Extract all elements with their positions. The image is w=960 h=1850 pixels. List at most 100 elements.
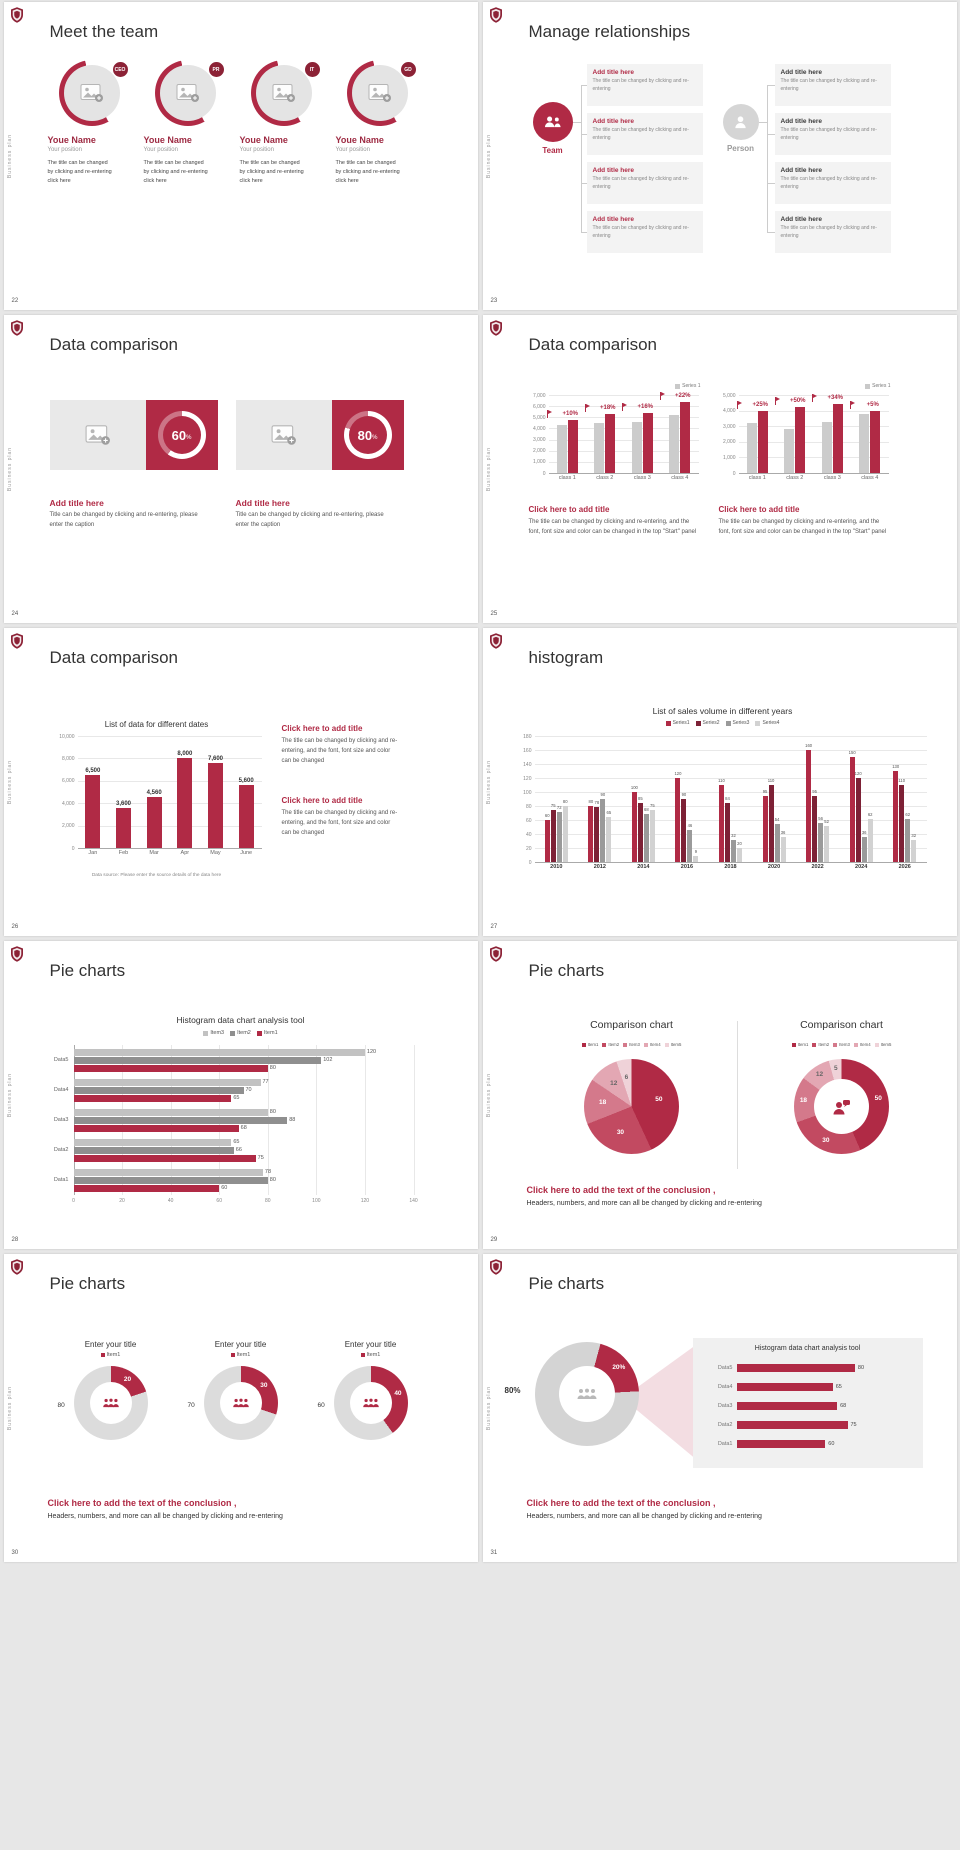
bar xyxy=(736,1383,833,1391)
chart-legend: Item1 Item2 Item3 Item4 Item5 xyxy=(532,1042,732,1047)
stat-card: 80% xyxy=(235,400,404,470)
slice-label: 30 xyxy=(822,1137,830,1145)
org-box-title: Add title here xyxy=(592,118,635,125)
y-tick-label: 5,000 xyxy=(722,392,736,399)
bar-value-label: 65 xyxy=(835,1384,842,1390)
slide-23[interactable]: Business plan Manage relationships 23 Te… xyxy=(482,2,957,310)
org-box-title: Add title here xyxy=(780,69,823,76)
bar xyxy=(550,809,556,862)
page-number: 24 xyxy=(11,611,19,617)
x-tick-label: June xyxy=(240,850,253,856)
bar xyxy=(73,1048,365,1056)
legend-swatch xyxy=(230,1030,236,1036)
y-tick-label: 140 xyxy=(523,761,532,768)
legend-item: Item2 xyxy=(602,1042,619,1047)
y-tick-label: 4,000 xyxy=(532,425,546,432)
bar-value-label: 75 xyxy=(650,802,655,808)
slide-28[interactable]: Business plan Pie charts 28 Histogram da… xyxy=(3,941,478,1249)
school-logo-icon xyxy=(10,1259,23,1275)
grouped-bar-chart: List of sales volume in different years … xyxy=(511,706,935,880)
bar xyxy=(680,402,691,473)
slice-label: 50 xyxy=(874,1094,882,1102)
people-icon xyxy=(544,116,561,128)
progress-ring: 80% xyxy=(343,411,392,459)
slide-25[interactable]: Business plan Data comparison 25 Series … xyxy=(482,315,957,623)
legend-label: Item2 xyxy=(608,1042,620,1047)
gridline xyxy=(534,862,927,863)
sidebar-vertical-label: Business plan xyxy=(485,759,492,805)
slide-26[interactable]: Business plan Data comparison 26 List of… xyxy=(3,628,478,936)
bar-value-label: 80 xyxy=(562,799,568,804)
crowd-icon xyxy=(576,1388,598,1400)
y-tick-label: 2,000 xyxy=(722,439,736,446)
legend-swatch xyxy=(874,1042,879,1047)
org-box: Add title here The title can be changed b… xyxy=(586,64,703,106)
org-box: Add title here The title can be changed b… xyxy=(586,211,703,253)
gridline xyxy=(534,736,927,737)
slide-27[interactable]: Business plan histogram 27 List of sales… xyxy=(482,628,957,936)
x-tick-label: 0 xyxy=(72,1198,75,1204)
avatar: PR xyxy=(154,60,225,126)
flag-icon xyxy=(622,403,628,412)
legend-label: Series1 xyxy=(672,720,690,726)
gridline xyxy=(738,441,889,443)
bar-value-label: 100 xyxy=(630,785,638,790)
school-logo-icon xyxy=(489,320,502,336)
flag-icon xyxy=(659,392,665,401)
bar xyxy=(795,407,806,473)
legend-swatch xyxy=(791,1042,796,1047)
role-badge: PR xyxy=(207,61,225,78)
bar-value-label: 65 xyxy=(233,1094,240,1101)
slice-outside-label: 70 xyxy=(187,1402,195,1409)
bar xyxy=(905,818,911,862)
gridline xyxy=(548,395,699,396)
person-circle xyxy=(722,104,759,140)
gridline xyxy=(77,848,262,849)
bar xyxy=(736,1421,848,1429)
y-tick-label: 100 xyxy=(523,789,532,796)
bar-value-label: 66 xyxy=(235,1146,242,1153)
legend-label: Item1 xyxy=(106,1352,121,1358)
slide-24[interactable]: Business plan Data comparison 24 60% Add… xyxy=(3,315,478,623)
image-placeholder xyxy=(49,400,146,470)
bar xyxy=(544,820,550,862)
y-tick-label: 4,000 xyxy=(61,800,75,807)
bar xyxy=(116,807,131,848)
legend-label: Item2 xyxy=(818,1042,830,1047)
gridline xyxy=(548,473,699,474)
org-box: Add title here The title can be changed b… xyxy=(586,113,703,155)
image-placeholder-icon xyxy=(80,84,103,102)
connector-line xyxy=(766,134,775,135)
org-box-text: The title can be changed by clicking and… xyxy=(592,176,689,190)
crowd-icon xyxy=(362,1398,380,1408)
legend-swatch xyxy=(755,720,761,726)
sidebar-vertical-label: Business plan xyxy=(6,759,13,805)
crowd-icon xyxy=(232,1398,250,1408)
pie-chart: 50 30 18 12 6 xyxy=(583,1059,679,1154)
slide-22[interactable]: Business plan Meet the team 22 CEO Youe … xyxy=(3,2,478,310)
row-label: Data3 xyxy=(717,1403,733,1409)
bar-value-label: 90 xyxy=(600,792,606,797)
org-box: Add title here The title can be changed b… xyxy=(774,113,891,155)
page-title: Meet the team xyxy=(49,22,159,41)
y-tick-label: 6,000 xyxy=(532,403,546,410)
legend-swatch xyxy=(581,1042,586,1047)
card-caption: Title can be changed by clicking and re-… xyxy=(49,512,198,528)
y-tick-label: 1,000 xyxy=(722,454,736,461)
page-number: 23 xyxy=(490,298,498,304)
category-label: Data4 xyxy=(53,1087,69,1093)
bar xyxy=(631,421,642,473)
slide-31[interactable]: Business plan Pie charts 31 20% 80% Hist… xyxy=(482,1254,957,1562)
bar-value-label: 150 xyxy=(848,750,856,755)
org-box-title: Add title here xyxy=(780,216,823,223)
conclusion-text: Headers, numbers, and more can all be ch… xyxy=(526,1513,762,1520)
progress-unit: % xyxy=(372,434,378,441)
y-tick-label: 3,000 xyxy=(532,437,546,444)
slide-30[interactable]: Business plan Pie charts 30 Enter your t… xyxy=(3,1254,478,1562)
bar-value-label: 32 xyxy=(911,832,917,838)
bar-value-label: 160 xyxy=(805,743,813,748)
y-tick-label: 0 xyxy=(542,470,546,477)
slide-29[interactable]: Business plan Pie charts 29 Comparison c… xyxy=(482,941,957,1249)
bar-value-label: 110 xyxy=(898,778,906,783)
bar xyxy=(774,824,780,862)
